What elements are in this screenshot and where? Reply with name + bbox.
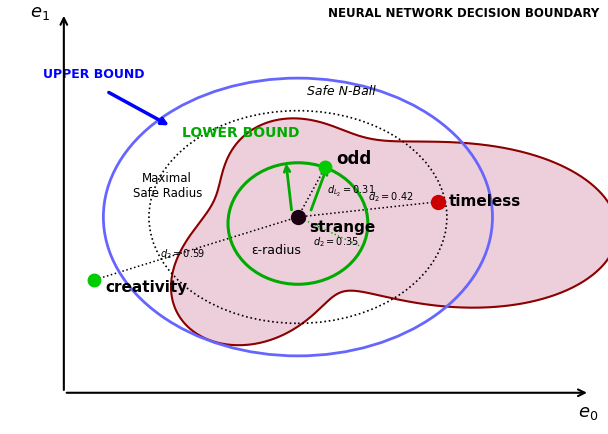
Text: ε-radius: ε-radius (252, 244, 302, 257)
Text: strange: strange (309, 220, 375, 235)
Text: LOWER BOUND: LOWER BOUND (182, 126, 300, 140)
Text: creativity: creativity (105, 280, 187, 295)
Text: $d_{2}=0.42$: $d_{2}=0.42$ (368, 190, 413, 204)
Text: $d_{L_2}=0.31$: $d_{L_2}=0.31$ (327, 184, 375, 199)
Text: Maximal
Safe Radius: Maximal Safe Radius (133, 172, 202, 201)
Text: UPPER BOUND: UPPER BOUND (43, 68, 144, 81)
Text: $d_{2}=0.35$: $d_{2}=0.35$ (313, 235, 359, 249)
Text: $e_1$: $e_1$ (30, 4, 50, 23)
Text: Safe N-Ball: Safe N-Ball (307, 85, 376, 99)
Text: timeless: timeless (449, 194, 521, 209)
Text: $d_{2}=0.59$: $d_{2}=0.59$ (159, 247, 205, 261)
Text: odd: odd (336, 150, 371, 168)
Text: NEURAL NETWORK DECISION BOUNDARY: NEURAL NETWORK DECISION BOUNDARY (328, 7, 599, 20)
Text: $e_0$: $e_0$ (578, 404, 598, 422)
Polygon shape (171, 118, 608, 345)
